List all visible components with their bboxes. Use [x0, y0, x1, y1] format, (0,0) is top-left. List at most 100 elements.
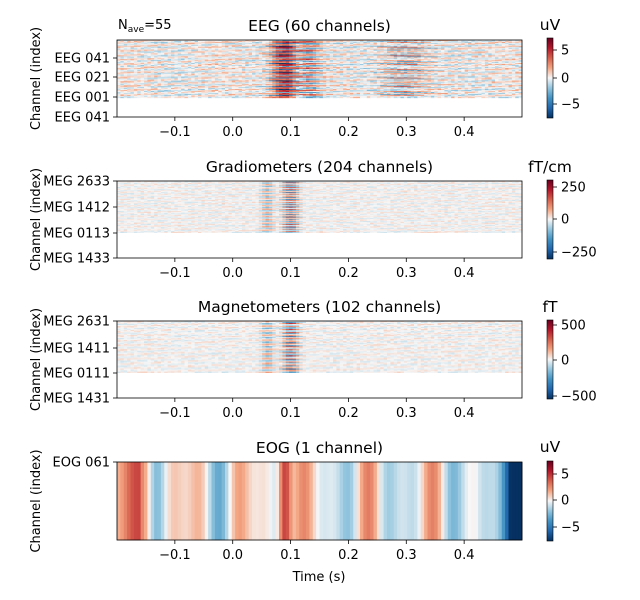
- heatmap-cell: [187, 40, 192, 42]
- heatmap-cell: [373, 42, 378, 45]
- heatmap-cell: [511, 40, 516, 43]
- heatmap-cell: [410, 45, 415, 48]
- heatmap-cell: [187, 46, 192, 49]
- heatmap-cell: [319, 44, 324, 47]
- heatmap-cell: [312, 43, 317, 46]
- heatmap-cell: [241, 41, 246, 44]
- heatmap-cell: [468, 40, 472, 42]
- heatmap-cell: [511, 47, 516, 50]
- heatmap-cell: [245, 43, 250, 46]
- heatmap-cell: [343, 40, 347, 43]
- heatmap-cell: [430, 42, 435, 45]
- heatmap-cell: [390, 44, 395, 47]
- heatmap-cell: [137, 48, 142, 51]
- heatmap-cell: [302, 48, 307, 51]
- heatmap-cell: [414, 46, 418, 49]
- heatmap-cell: [424, 41, 428, 44]
- heatmap-cell: [228, 47, 233, 50]
- heatmap-cell: [434, 44, 439, 47]
- heatmap-cell: [252, 42, 256, 45]
- x-axis-label: Time (s): [292, 570, 346, 585]
- heatmap-cell: [272, 47, 277, 50]
- heatmap-cell: [306, 47, 310, 50]
- heatmap-cell: [285, 48, 290, 51]
- heatmap-cell: [279, 43, 283, 46]
- heatmap-cell: [400, 48, 405, 51]
- heatmap-cell: [235, 41, 239, 44]
- heatmap-cell: [117, 40, 121, 42]
- heatmap-cell: [265, 43, 270, 46]
- heatmap-cell: [488, 47, 493, 50]
- heatmap-cell: [167, 40, 172, 43]
- heatmap-cell: [255, 48, 260, 51]
- heatmap-cell: [181, 43, 185, 46]
- heatmap-cell: [383, 47, 388, 50]
- heatmap-cell: [235, 45, 239, 48]
- heatmap-cell: [120, 48, 125, 51]
- heatmap-cell: [144, 46, 148, 49]
- heatmap-cell: [333, 47, 337, 50]
- heatmap-cell: [238, 45, 243, 48]
- heatmap-cell: [194, 43, 199, 46]
- heatmap-cell: [211, 46, 216, 49]
- heatmap-cell: [390, 48, 395, 51]
- heatmap-cell: [255, 43, 260, 46]
- heatmap-cell: [268, 46, 273, 49]
- heatmap-cell: [403, 48, 408, 51]
- heatmap-cell: [154, 45, 158, 48]
- heatmap-cell: [447, 41, 452, 44]
- heatmap-cell: [228, 43, 233, 46]
- heatmap-cell: [174, 47, 179, 50]
- heatmap-cell: [390, 45, 395, 48]
- heatmap-cell: [505, 42, 509, 45]
- heatmap-cell: [171, 48, 175, 51]
- heatmap-cell: [201, 45, 206, 48]
- heatmap-cell: [312, 42, 317, 45]
- heatmap-cell: [123, 40, 128, 42]
- heatmap-cell: [187, 45, 192, 48]
- heatmap-cell: [322, 42, 327, 45]
- heatmap-cell: [285, 41, 290, 44]
- heatmap-cell: [272, 46, 277, 49]
- heatmap-cell: [295, 47, 300, 50]
- heatmap-cell: [191, 46, 196, 49]
- heatmap-cell: [204, 45, 209, 48]
- heatmap-cell: [255, 46, 260, 49]
- heatmap-cell: [154, 40, 158, 42]
- heatmap-cell: [427, 45, 432, 48]
- heatmap-cell: [343, 43, 347, 46]
- heatmap-cell: [120, 44, 125, 47]
- heatmap-cell: [373, 48, 378, 51]
- heatmap-cell: [397, 42, 401, 45]
- heatmap-cell: [231, 41, 236, 44]
- heatmap-cell: [191, 43, 196, 46]
- heatmap-cell: [474, 43, 479, 46]
- heatmap-cell: [430, 48, 435, 51]
- heatmap-cell: [373, 40, 378, 42]
- heatmap-cell: [444, 41, 449, 44]
- heatmap-cell: [289, 40, 293, 42]
- heatmap-cell: [204, 42, 209, 45]
- heatmap-cell: [292, 42, 297, 45]
- heatmap-cell: [339, 40, 344, 42]
- heatmap-cell: [319, 46, 324, 49]
- heatmap-cell: [272, 41, 277, 44]
- heatmap-cell: [481, 40, 486, 42]
- heatmap-cell: [366, 48, 371, 51]
- heatmap-cell: [289, 46, 293, 49]
- heatmap-cell: [214, 47, 219, 50]
- heatmap-cell: [221, 44, 226, 47]
- heatmap-cell: [167, 47, 172, 50]
- heatmap-cell: [457, 40, 462, 42]
- heatmap-cell: [255, 47, 260, 50]
- heatmap-cell: [292, 41, 297, 44]
- heatmap-cell: [231, 46, 236, 49]
- heatmap-cell: [268, 40, 273, 42]
- heatmap-cell: [228, 44, 233, 47]
- heatmap-cell: [515, 44, 520, 47]
- heatmap-cell: [221, 45, 226, 48]
- heatmap-cell: [147, 40, 152, 43]
- heatmap-cell: [187, 41, 192, 44]
- heatmap-cell: [191, 48, 196, 51]
- heatmap-cell: [373, 43, 378, 46]
